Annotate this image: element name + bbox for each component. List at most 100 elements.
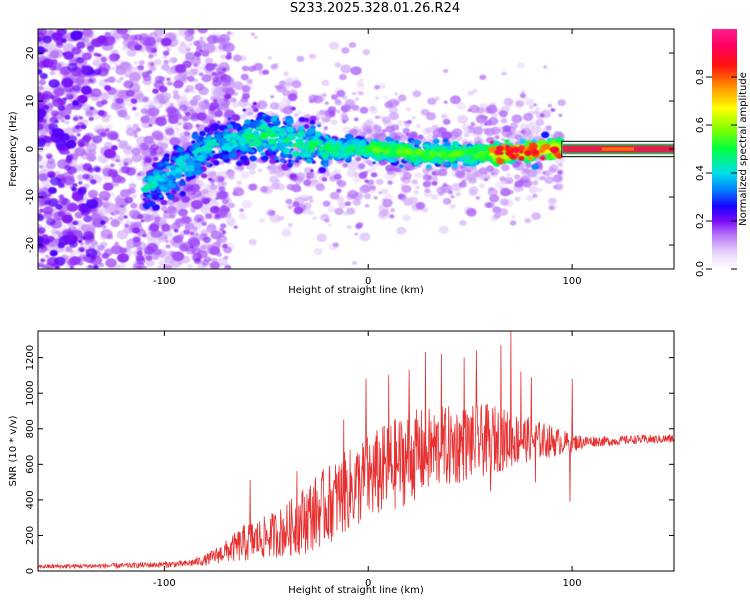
spectrogram-cell <box>543 65 548 69</box>
spectrogram-cell <box>332 242 339 248</box>
spectrogram-cell <box>101 252 110 259</box>
spectrogram-cell <box>558 163 563 167</box>
spectrogram-cell <box>209 261 220 269</box>
spectrogram-cell <box>192 253 203 262</box>
spectrogram-cell <box>327 206 336 213</box>
spectrogram-cell <box>422 173 432 181</box>
spectrogram-cell <box>142 74 152 82</box>
spectrogram-cell <box>82 231 95 241</box>
spectrogram-cell <box>65 246 73 252</box>
spectrogram-cell <box>269 132 277 138</box>
spectrogram-cell <box>136 250 143 256</box>
spectrogram-cell <box>281 142 289 148</box>
spectrogram-cell <box>519 138 527 144</box>
spectrogram-cell <box>147 107 160 117</box>
spectrogram-cell <box>63 97 68 101</box>
spectrogram-cell <box>81 85 92 95</box>
spectrogram-cell <box>76 57 85 64</box>
spectrogram-cell <box>514 134 523 141</box>
colorbar-label: Normalized spectral amplitude <box>738 72 749 226</box>
spectrogram-cell <box>310 169 314 172</box>
spectrogram-cell <box>321 93 327 97</box>
spectrogram-cell <box>348 42 357 48</box>
spectrogram-cell <box>270 95 275 99</box>
spectrogram-cell <box>228 151 237 159</box>
spectrogram-cell <box>540 156 546 161</box>
spectrogram-cell <box>280 159 285 163</box>
spectrogram-cell <box>410 152 416 158</box>
spectrogram-cell <box>193 94 202 101</box>
spectrogram-cell <box>382 148 391 155</box>
spectrogram-cell <box>296 55 305 62</box>
spectrogram-cell <box>336 110 341 114</box>
spectrogram-cell <box>61 38 67 43</box>
spectrogram-cell <box>105 258 117 268</box>
spectrogram-cell <box>532 193 538 198</box>
spectrogram-cell <box>153 80 165 89</box>
spectrogram-cell <box>318 109 326 115</box>
spectrogram-cell <box>159 185 167 192</box>
spectrogram-cell <box>551 147 556 152</box>
spectrogram-cell <box>499 176 506 182</box>
spectrogram-cell <box>222 42 235 53</box>
spectrogram-cell <box>47 157 56 164</box>
spectrogram-cell <box>312 216 318 221</box>
x-tick-label: -100 <box>153 276 176 287</box>
spectrogram-cell <box>502 125 512 132</box>
spectrogram-cell <box>413 190 419 195</box>
spectrogram-cell <box>366 129 372 134</box>
spectrogram-cell <box>397 94 407 102</box>
spectrogram-cell <box>443 100 448 104</box>
spectrogram-cell <box>483 146 489 151</box>
spectrogram-cell <box>201 50 210 57</box>
spectrogram-cell <box>390 208 395 213</box>
spectrogram-cell <box>324 218 330 223</box>
spectrogram-cell <box>483 122 489 126</box>
spectrogram-cell <box>262 69 270 75</box>
spectrogram-cell <box>172 235 183 244</box>
spectrogram-cell <box>332 168 341 176</box>
spectrogram-cell <box>262 113 267 118</box>
spectrogram-cell <box>71 186 77 192</box>
spectrogram-cell <box>331 144 340 152</box>
spectrogram-cell <box>169 137 181 146</box>
spectrogram-cell <box>110 66 116 71</box>
spectrogram-cell <box>280 215 285 220</box>
spectrogram-cell <box>450 95 461 105</box>
spectrogram-cell <box>488 153 493 156</box>
spectrogram-cell <box>257 168 263 173</box>
spectrogram-cell <box>241 65 249 72</box>
spectrogram-cell <box>514 196 521 202</box>
spectrogram-cell <box>39 208 44 213</box>
spectrogram-cell <box>143 246 155 255</box>
spectrogram-cell <box>238 160 242 164</box>
spectrogram-cell <box>514 180 524 188</box>
spectrogram-cell <box>191 157 196 161</box>
spectrogram-cell <box>358 163 366 169</box>
spectrogram-cell <box>38 36 43 43</box>
spectrogram-cell <box>425 112 436 121</box>
spectrogram-cell <box>171 189 177 194</box>
spectrogram-cell <box>205 63 216 72</box>
spectrogram-cell <box>150 229 162 238</box>
spectrogram-cell <box>491 172 495 176</box>
spectrogram-cell <box>89 156 94 161</box>
spectrogram-cell <box>531 149 539 155</box>
spectrogram-cell <box>255 137 261 142</box>
spectrogram-cell <box>224 93 232 100</box>
spectrogram-cell <box>493 212 501 219</box>
spectrogram-cell <box>232 132 239 138</box>
spectrogram-cell <box>193 162 202 169</box>
spectrogram-cell <box>489 194 500 203</box>
spectrogram-cell <box>104 78 109 83</box>
spectrogram-cell <box>442 197 452 205</box>
spectrogram-cell <box>148 123 153 127</box>
spectrogram-cell <box>182 75 189 80</box>
spectrogram-cell <box>249 169 256 175</box>
spectrogram-cell <box>240 73 249 81</box>
spectrogram-cell <box>448 190 453 195</box>
spectrogram-cell <box>201 259 210 266</box>
spectrogram-cell <box>191 133 200 140</box>
spectrogram-cell <box>125 167 136 176</box>
